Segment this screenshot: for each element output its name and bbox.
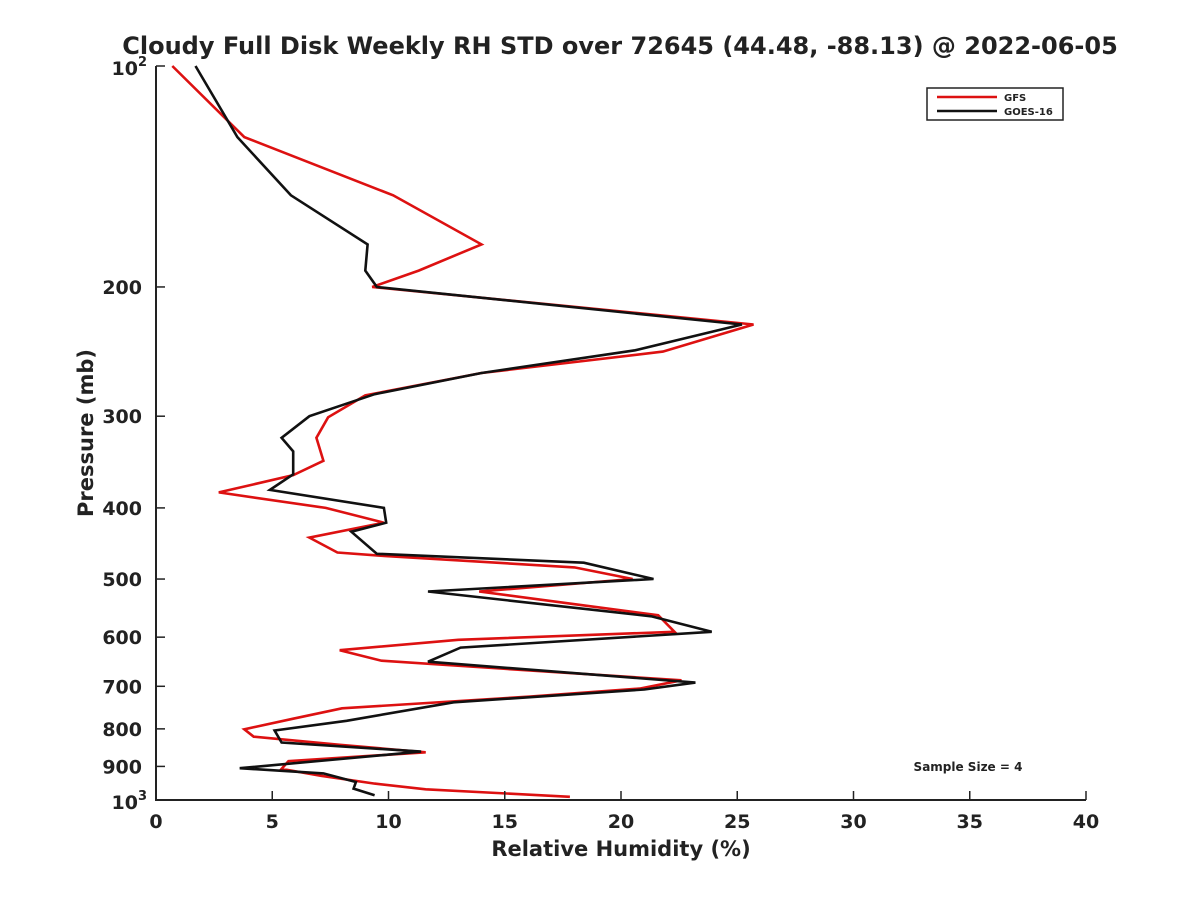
x-tick-label: 15: [492, 811, 518, 833]
axes-frame: [155, 66, 1086, 801]
y-tick-label: 400: [102, 498, 142, 520]
legend: GFS GOES-16: [926, 87, 1064, 121]
y-tick-label-base: 10: [112, 792, 138, 814]
y-tick-label: 700: [102, 676, 142, 698]
y-tick-label: 800: [102, 719, 142, 741]
chart-title: Cloudy Full Disk Weekly RH STD over 7264…: [122, 32, 1118, 60]
legend-label-goes16: GOES-16: [1004, 107, 1053, 118]
y-tick-label: 200: [102, 277, 142, 299]
y-tick-label: 102: [112, 55, 148, 80]
sample-size-annotation: Sample Size = 4: [914, 760, 1023, 774]
y-tick-label: 900: [102, 756, 142, 778]
x-tick-label: 35: [957, 811, 983, 833]
x-tick-label: 30: [840, 811, 866, 833]
x-tick-label: 0: [149, 811, 162, 833]
x-tick-label: 20: [608, 811, 634, 833]
y-tick-label-exponent: 3: [138, 789, 147, 804]
series-lines: [171, 65, 754, 799]
legend-label-gfs: GFS: [1004, 93, 1026, 104]
y-tick-label-exponent: 2: [138, 55, 147, 70]
series-line-goes16: [194, 65, 743, 797]
y-tick-label: 103: [112, 789, 148, 814]
x-axis-label: Relative Humidity (%): [491, 837, 750, 861]
plot-area: 0 5 10 15 20 25 30 35 40102200300400500600700800…: [102, 55, 1099, 833]
series-line-gfs: [171, 65, 754, 799]
x-tick-label: 10: [375, 811, 401, 833]
x-tick-label: 40: [1073, 811, 1099, 833]
y-tick-label-base: 10: [112, 58, 138, 80]
y-axis-label: Pressure (mb): [74, 349, 98, 517]
x-tick-label: 25: [724, 811, 750, 833]
y-tick-label: 500: [102, 569, 142, 591]
y-tick-label: 600: [102, 627, 142, 649]
x-tick-label: 5: [266, 811, 279, 833]
y-tick-label: 300: [102, 406, 142, 428]
axis-ticks: 0 5 10 15 20 25 30 35 40102200300400500600700800…: [102, 55, 1099, 833]
legend-box: [926, 87, 1064, 121]
